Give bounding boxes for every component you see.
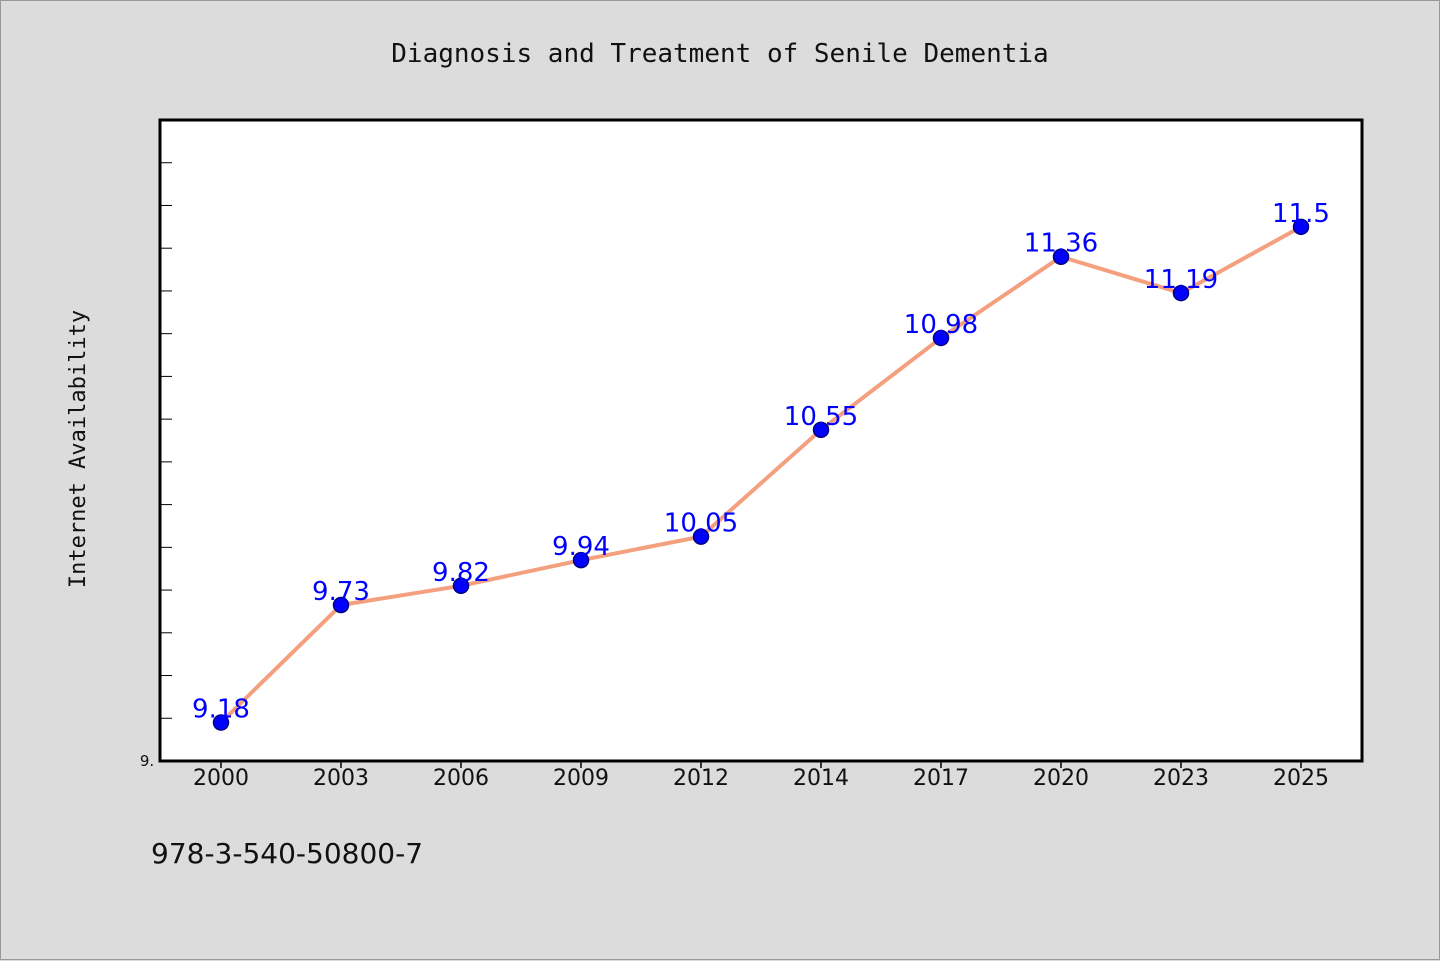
plot-area <box>158 118 1364 763</box>
data-point <box>692 528 710 545</box>
x-axis-ticks: 2000 2003 2006 2009 2012 2014 2017 2020 2023 2025 <box>193 761 1329 791</box>
y-axis-label: Internet Availability <box>66 310 91 588</box>
y-axis-ticks <box>160 162 172 719</box>
data-point <box>1052 248 1070 265</box>
data-label: 11.5 <box>1272 199 1330 229</box>
x-tick-label: 2023 <box>1153 766 1209 791</box>
x-tick-label: 2009 <box>553 766 609 791</box>
isbn-footer: 978-3-540-50800-7 <box>151 837 423 870</box>
data-label: 10.05 <box>664 509 738 539</box>
x-tick-label: 2000 <box>193 766 249 791</box>
data-point <box>1172 284 1190 302</box>
data-point <box>332 596 350 614</box>
data-point <box>452 577 470 595</box>
x-tick-label: 2017 <box>913 766 969 791</box>
data-label: 9.73 <box>312 577 370 607</box>
y-axis-min-label: 9. <box>140 752 154 770</box>
data-label: 9.94 <box>552 532 610 562</box>
x-tick-label: 2003 <box>313 766 369 791</box>
x-tick-label: 2012 <box>673 766 729 791</box>
data-labels: 9.18 9.73 9.82 9.94 10.05 10.55 10.98 11.36 11.1… <box>192 199 1330 725</box>
data-label: 11.19 <box>1144 265 1218 295</box>
data-label: 10.55 <box>784 402 858 432</box>
data-point <box>572 551 590 569</box>
data-point <box>812 421 830 439</box>
series-line <box>219 224 1303 725</box>
chart-title: Diagnosis and Treatment of Senile Dement… <box>391 39 1048 69</box>
x-tick-label: 2025 <box>1273 766 1329 791</box>
data-label: 9.18 <box>192 695 250 725</box>
data-label: 11.36 <box>1024 229 1098 259</box>
data-label: 9.82 <box>432 558 490 588</box>
data-point <box>1292 218 1310 236</box>
x-tick-label: 2006 <box>433 766 489 791</box>
data-label: 10.98 <box>904 310 978 340</box>
data-point <box>932 329 950 347</box>
series-group <box>212 218 1310 731</box>
x-tick-label: 2020 <box>1033 766 1089 791</box>
x-tick-label: 2014 <box>793 766 849 791</box>
data-point <box>212 714 230 731</box>
